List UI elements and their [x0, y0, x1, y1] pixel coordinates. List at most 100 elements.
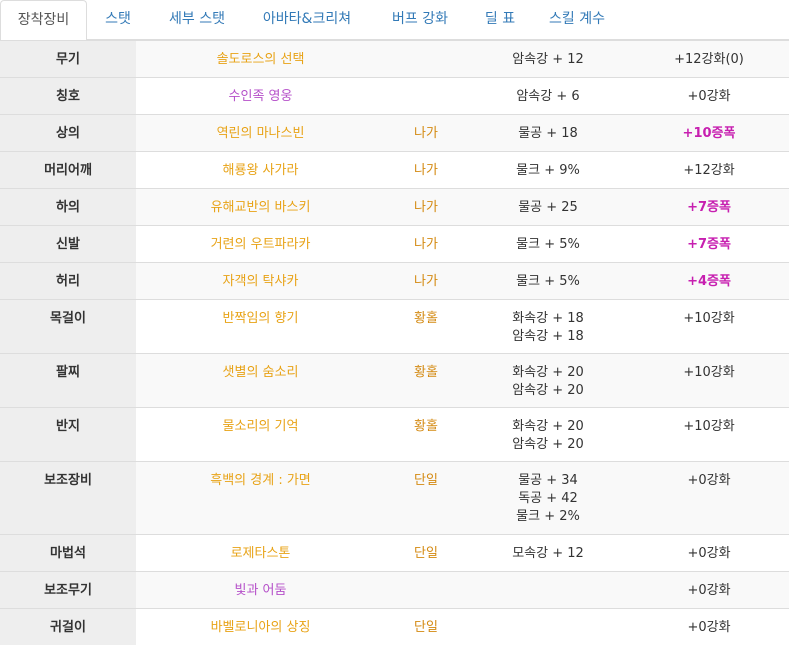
item-stats: [467, 609, 629, 645]
stat-line: 물공 + 18: [518, 126, 578, 141]
item-name[interactable]: 샛별의 숨소리: [136, 354, 385, 407]
item-name[interactable]: 솔도로스의 선택: [136, 41, 385, 77]
item-name[interactable]: 자객의 탁샤카: [136, 263, 385, 299]
item-stats: 화속강 + 20 암속강 + 20: [467, 408, 629, 461]
slot-label: 하의: [0, 189, 136, 225]
upgrade-level: +4증폭: [629, 263, 789, 299]
table-row: 보조무기 빛과 어둠 +0강화: [0, 571, 789, 608]
slot-label: 팔찌: [0, 354, 136, 407]
item-stats: 암속강 + 12: [467, 41, 629, 77]
tab-equipment[interactable]: 장착장비: [0, 0, 87, 41]
stat-line: 물공 + 25: [518, 200, 578, 215]
stat-line: 물크 + 5%: [516, 274, 580, 289]
table-row: 귀걸이 바벨로니아의 상징 단일 +0강화: [0, 608, 789, 645]
item-stats: 물크 + 5%: [467, 263, 629, 299]
set-type: 나가: [385, 263, 467, 299]
table-row: 허리 자객의 탁샤카 나가 물크 + 5% +4증폭: [0, 262, 789, 299]
item-name[interactable]: 빛과 어둠: [136, 572, 385, 608]
item-name[interactable]: 흑백의 경계 : 가면: [136, 462, 385, 534]
stat-line: 화속강 + 20: [512, 419, 584, 434]
item-name[interactable]: 로제타스톤: [230, 546, 291, 561]
slot-label: 반지: [0, 408, 136, 461]
item-stats: 물크 + 9%: [467, 152, 629, 188]
set-type: [385, 41, 467, 77]
item-stats: 화속강 + 18 암속강 + 18: [467, 300, 629, 353]
item-stats: 물공 + 25: [467, 189, 629, 225]
upgrade-level: +10강화: [629, 354, 789, 407]
upgrade-level: +0강화: [687, 89, 731, 104]
upgrade-level: +0강화: [687, 620, 731, 635]
slot-label: 귀걸이: [0, 609, 136, 645]
tab-damage-table[interactable]: 딜 표: [484, 11, 516, 27]
upgrade-level: +10강화: [683, 419, 735, 434]
item-stats: 물공 + 34 독공 + 42 물크 + 2%: [467, 462, 629, 534]
set-type: 단일: [414, 546, 438, 561]
item-name[interactable]: 역린의 마나스빈: [136, 115, 385, 151]
item-name[interactable]: 수인족 영웅: [228, 89, 293, 104]
tab-skill-coefficient[interactable]: 스킬 계수: [549, 11, 605, 27]
item-stats: 화속강 + 20 암속강 + 20: [467, 354, 629, 407]
set-type: 나가: [385, 115, 467, 151]
item-name[interactable]: 바벨로니아의 상징: [210, 620, 311, 635]
tab-detail-stats[interactable]: 세부 스탯: [169, 11, 225, 27]
upgrade-level: +7증폭: [687, 237, 731, 252]
upgrade-level: +10증폭: [629, 115, 789, 151]
tab-avatar-creature[interactable]: 아바타&크리쳐: [262, 11, 352, 27]
stat-line: 물크 + 5%: [516, 237, 580, 252]
upgrade-level: +0강화: [687, 546, 731, 561]
stat-line: 암속강 + 12: [512, 52, 584, 67]
table-row: 머리어깨 해룡왕 사가라 나가 물크 + 9% +12강화: [0, 151, 789, 188]
slot-label: 목걸이: [0, 300, 136, 353]
set-type: 황홀: [414, 419, 438, 434]
stat-line: 화속강 + 20: [512, 365, 584, 380]
stat-line: 물크 + 9%: [516, 163, 580, 178]
tab-buff-enhance[interactable]: 버프 강화: [392, 11, 448, 27]
table-row: 목걸이 반짝임의 향기 황홀 화속강 + 18 암속강 + 18 +10강화: [0, 299, 789, 353]
set-type: 단일: [385, 462, 467, 534]
upgrade-level: +0강화: [629, 462, 789, 534]
set-type: 황홀: [385, 354, 467, 407]
set-type: 나가: [385, 189, 467, 225]
stat-line: 모속강 + 12: [512, 546, 584, 561]
slot-label: 보조장비: [0, 462, 136, 534]
stat-line: 암속강 + 6: [516, 89, 580, 104]
item-name[interactable]: 유해교반의 바스키: [136, 189, 385, 225]
stat-line: 암속강 + 20: [512, 383, 584, 398]
item-stats: 암속강 + 6: [467, 78, 629, 114]
set-type: [385, 78, 467, 114]
item-stats: 모속강 + 12: [467, 535, 629, 571]
tab-stats[interactable]: 스탯: [105, 11, 131, 27]
item-name[interactable]: 반짝임의 향기: [222, 311, 299, 326]
table-row: 상의 역린의 마나스빈 나가 물공 + 18 +10증폭: [0, 114, 789, 151]
table-row: 보조장비 흑백의 경계 : 가면 단일 물공 + 34 독공 + 42 물크 + 2% +0…: [0, 461, 789, 534]
upgrade-level: +10강화: [683, 311, 735, 326]
item-stats: 물공 + 18: [467, 115, 629, 151]
item-name[interactable]: 물소리의 기억: [222, 419, 299, 434]
item-name[interactable]: 해룡왕 사가라: [222, 163, 299, 178]
stat-line: 물크 + 2%: [516, 509, 580, 524]
upgrade-level: +12강화(0): [629, 41, 789, 77]
slot-label: 무기: [0, 41, 136, 77]
table-row: 마법석 로제타스톤 단일 모속강 + 12 +0강화: [0, 534, 789, 571]
set-type: 황홀: [414, 311, 438, 326]
stat-line: 암속강 + 20: [512, 437, 584, 452]
upgrade-level: +12강화: [683, 163, 735, 178]
slot-label: 마법석: [0, 535, 136, 571]
slot-label: 칭호: [0, 78, 136, 114]
set-type: 단일: [414, 620, 438, 635]
slot-label: 머리어깨: [0, 152, 136, 188]
table-row: 반지 물소리의 기억 황홀 화속강 + 20 암속강 + 20 +10강화: [0, 407, 789, 461]
slot-label: 허리: [0, 263, 136, 299]
tab-bar: 장착장비 스탯 세부 스탯 아바타&크리쳐 버프 강화 딜 표 스킬 계수: [0, 0, 789, 41]
table-row: 신발 거련의 우트파라카 나가 물크 + 5% +7증폭: [0, 225, 789, 262]
table-row: 무기 솔도로스의 선택 암속강 + 12 +12강화(0): [0, 40, 789, 77]
stat-line: 독공 + 42: [518, 491, 578, 506]
item-stats: 물크 + 5%: [467, 226, 629, 262]
upgrade-level: +0강화: [629, 572, 789, 608]
set-type: [385, 572, 467, 608]
item-name[interactable]: 거련의 우트파라카: [210, 237, 311, 252]
item-stats: [467, 572, 629, 608]
upgrade-level: +7증폭: [629, 189, 789, 225]
slot-label: 신발: [0, 226, 136, 262]
slot-label: 보조무기: [0, 572, 136, 608]
